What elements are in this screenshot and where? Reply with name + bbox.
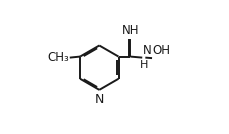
Text: N: N <box>94 93 104 106</box>
Text: H: H <box>139 60 147 70</box>
Text: OH: OH <box>152 44 170 57</box>
Text: N: N <box>142 44 151 57</box>
Text: CH₃: CH₃ <box>47 51 69 64</box>
Text: NH: NH <box>122 24 139 37</box>
